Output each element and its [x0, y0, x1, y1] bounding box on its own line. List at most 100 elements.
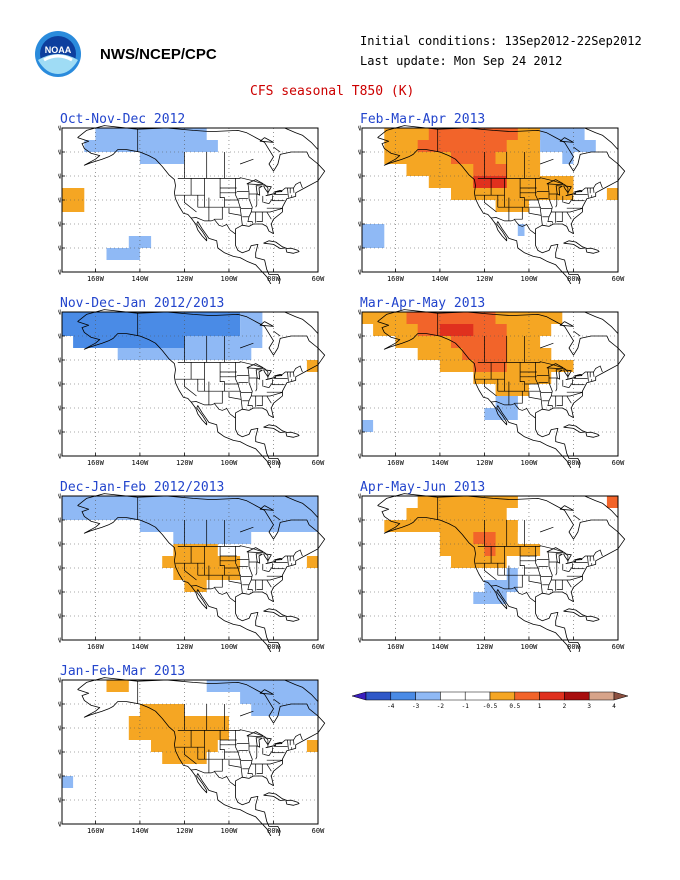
- anomaly-cell: [540, 140, 596, 152]
- state-boundary: [293, 739, 295, 745]
- lon-label: 80W: [267, 643, 280, 651]
- lon-label: 140W: [431, 459, 449, 467]
- country-boundary: [177, 545, 303, 564]
- lat-label: 20N: [58, 245, 61, 253]
- lon-label: 140W: [431, 275, 449, 283]
- legend-swatch: [514, 691, 540, 701]
- state-boundary: [551, 576, 583, 581]
- anomaly-cell: [473, 592, 507, 604]
- lat-label: 10N: [58, 269, 61, 277]
- lat-label: 10N: [358, 637, 361, 645]
- lon-label: 160W: [87, 459, 105, 467]
- coastlines: [77, 493, 326, 652]
- anomaly-cell: [473, 372, 552, 384]
- state-boundary: [563, 566, 573, 572]
- anomaly-cell: [128, 236, 152, 248]
- lat-label: 30N: [58, 405, 61, 413]
- state-boundary: [256, 580, 263, 590]
- anomaly-cell: [562, 152, 574, 164]
- country-boundary: [573, 514, 581, 521]
- lon-label: 160W: [87, 827, 105, 835]
- state-boundary: [293, 187, 295, 193]
- lon-label: 140W: [131, 459, 149, 467]
- tick-marks: [362, 311, 619, 457]
- lat-label: 70N: [358, 309, 361, 317]
- country-boundary: [177, 177, 303, 196]
- state-boundary: [251, 208, 283, 213]
- legend-label: 4: [612, 703, 616, 710]
- lon-label: 160W: [387, 459, 405, 467]
- country-boundary: [239, 342, 254, 349]
- state-boundary: [551, 392, 583, 397]
- lake-outline: [555, 553, 563, 564]
- state-boundary: [587, 371, 589, 382]
- lat-label: 70N: [58, 493, 61, 501]
- lat-label: 60N: [358, 149, 361, 157]
- coastlines: [377, 309, 626, 468]
- state-boundary: [519, 362, 525, 392]
- lake-outline: [255, 185, 263, 196]
- country-boundary: [177, 361, 303, 380]
- lat-label: 40N: [58, 197, 61, 205]
- anomaly-cell: [184, 336, 263, 348]
- lake-outline: [555, 369, 563, 380]
- main-title: CFS seasonal T850 (K): [250, 84, 415, 99]
- panel-title: Oct-Nov-Dec 2012: [60, 112, 186, 127]
- anomaly-cell: [62, 188, 85, 200]
- coastline: [377, 493, 626, 652]
- country-boundary: [191, 401, 236, 419]
- coastline: [77, 677, 326, 836]
- lon-label: 60W: [312, 827, 325, 835]
- axis-labels: 70N 60N 50N 40N 30N 20N 10N 160W 140W 120W 100W 80W…: [358, 493, 625, 652]
- state-boundary: [519, 178, 525, 208]
- lat-label: 40N: [358, 197, 361, 205]
- coastline: [285, 247, 300, 254]
- lon-label: 160W: [387, 275, 405, 283]
- panel-amj: Apr-May-Jun 2013 70N 60N 50N 40N 30N 20N 10N 16…: [358, 480, 628, 652]
- anomaly-shading: [362, 312, 574, 432]
- country-boundary: [477, 177, 603, 196]
- lon-label: 160W: [87, 643, 105, 651]
- state-boundary: [514, 391, 523, 404]
- anomaly-cell: [540, 128, 585, 140]
- lat-label: 30N: [358, 405, 361, 413]
- anomaly-cell: [484, 544, 496, 556]
- lon-label: 60W: [612, 459, 625, 467]
- state-boundary: [566, 395, 572, 404]
- state-boundary: [556, 580, 563, 590]
- grid-lines: [362, 128, 618, 272]
- coastline: [377, 309, 626, 468]
- last-update-text: Last update: Mon Sep 24 2012: [360, 54, 563, 68]
- anomaly-cell: [473, 176, 507, 188]
- state-boundary: [184, 563, 197, 581]
- anomaly-cell: [406, 508, 507, 520]
- anomaly-cell: [139, 152, 185, 164]
- state-boundary: [593, 555, 595, 561]
- tick-marks: [362, 127, 619, 273]
- state-boundary: [266, 211, 272, 220]
- anomaly-cell: [495, 200, 529, 212]
- anomaly-cell: [606, 188, 618, 200]
- anomaly-cell: [306, 740, 318, 752]
- coastline: [559, 505, 574, 511]
- initial-conditions-text: Initial conditions: 13Sep2012-22Sep2012: [360, 34, 642, 48]
- lon-label: 80W: [567, 275, 580, 283]
- axis-labels: 70N 60N 50N 40N 30N 20N 10N 160W 140W 120W 100W 80W…: [58, 493, 325, 652]
- lon-label: 120W: [476, 459, 494, 467]
- lon-label: 120W: [176, 275, 194, 283]
- lon-label: 80W: [567, 643, 580, 651]
- lon-label: 60W: [312, 643, 325, 651]
- axis-labels: 70N 60N 50N 40N 30N 20N 10N 160W 140W 120W 100W 80W…: [358, 309, 625, 468]
- coastline: [563, 240, 587, 249]
- panel-title: Feb-Mar-Apr 2013: [360, 112, 486, 127]
- lon-label: 100W: [221, 827, 239, 835]
- lon-label: 100W: [521, 643, 539, 651]
- forecast-map: 70N 60N 50N 40N 30N 20N 10N 160W 140W 120W 100W 80W…: [58, 493, 326, 652]
- lat-label: 10N: [358, 269, 361, 277]
- lat-label: 60N: [358, 333, 361, 341]
- coastline: [263, 240, 287, 249]
- coastline: [77, 309, 326, 468]
- lat-label: 50N: [58, 725, 61, 733]
- lat-label: 50N: [358, 357, 361, 365]
- state-boundary: [555, 378, 558, 392]
